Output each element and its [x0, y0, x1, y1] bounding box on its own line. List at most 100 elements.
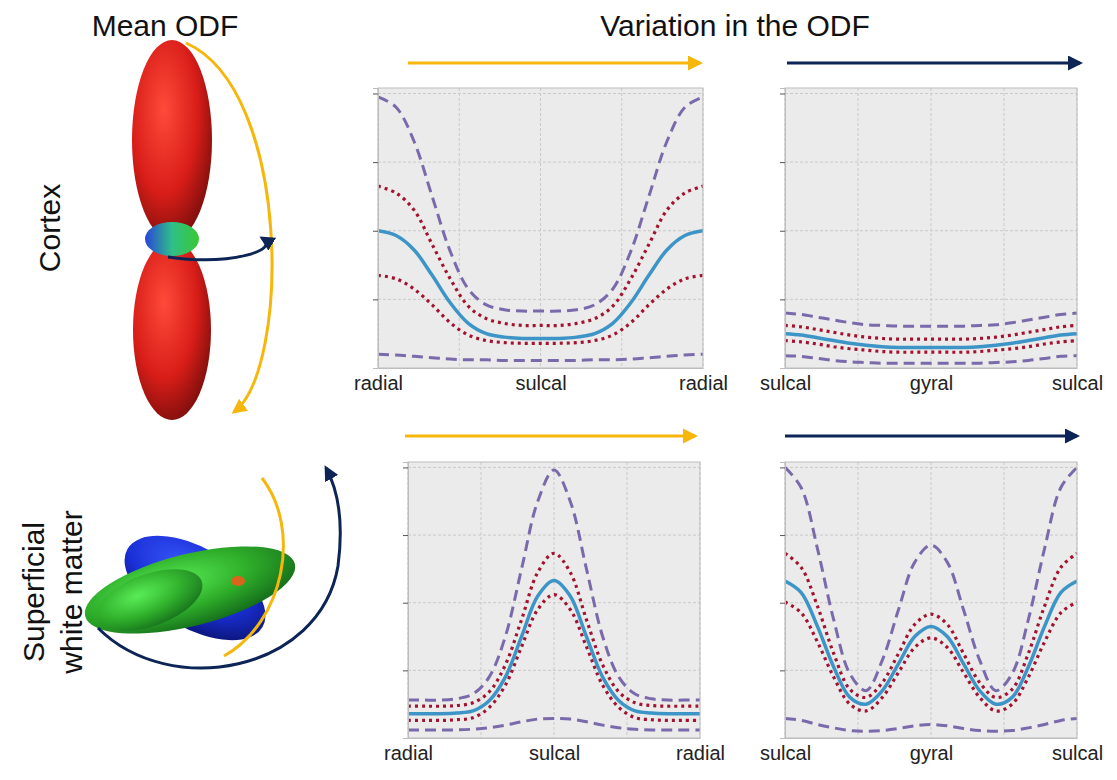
grid-line — [481, 462, 482, 738]
axis-line — [409, 738, 701, 739]
tick-label: sulcal — [760, 372, 811, 394]
y-axis — [780, 89, 786, 369]
plot-frame — [378, 88, 703, 368]
tick: sulcal — [760, 738, 811, 764]
plot-frame — [408, 462, 700, 738]
direction-arc — [98, 468, 340, 668]
tick — [780, 535, 785, 536]
swm-odf-glyph — [76, 468, 340, 668]
series-line — [408, 553, 700, 706]
tick-mark — [780, 535, 785, 536]
figure: Mean ODF Variation in the ODF Cortex Superf… — [0, 0, 1117, 780]
axis-line — [780, 463, 786, 739]
line-chart: radial sulcal radial — [384, 462, 725, 764]
grid-line — [931, 462, 932, 738]
tick-mark — [780, 162, 785, 163]
tick-label: sulcal — [515, 372, 566, 394]
series-line — [408, 580, 700, 713]
row-title: Cortex — [33, 184, 66, 272]
tick-label: gyral — [910, 742, 953, 764]
tick-mark — [780, 93, 785, 94]
series-line — [378, 186, 703, 325]
grid-line — [554, 462, 555, 738]
row-title: Superficialwhite matter — [17, 510, 88, 674]
axis-line — [780, 89, 786, 369]
tick-mark — [373, 93, 378, 94]
series-line — [785, 334, 1077, 348]
series-line — [785, 718, 1077, 731]
tick — [403, 467, 408, 468]
axis-line — [403, 463, 409, 739]
direction-arrow — [408, 62, 700, 65]
glyph-lobe — [89, 557, 210, 643]
tick-label: gyral — [910, 372, 953, 394]
grid-line — [378, 162, 703, 163]
grid-line — [1004, 88, 1005, 368]
grid-line — [621, 88, 622, 368]
series-group — [785, 313, 1077, 363]
series-group — [378, 97, 703, 361]
tick: sulcal — [1052, 368, 1103, 394]
series-line — [785, 325, 1077, 339]
plot-background — [785, 88, 1077, 368]
grid-line — [627, 462, 628, 738]
tick: sulcal — [760, 368, 811, 394]
x-axis: sulcal gyral sulcal — [760, 368, 1103, 394]
tick-label: radial — [676, 742, 725, 764]
series-line — [408, 595, 700, 721]
tick-label: sulcal — [529, 742, 580, 764]
glyph-waist — [145, 222, 199, 256]
column-title: Mean ODF — [92, 9, 239, 42]
column-title: Variation in the ODF — [600, 9, 870, 42]
tick: radial — [679, 368, 728, 394]
x-axis: radial sulcal radial — [384, 738, 725, 764]
plot-frame — [785, 462, 1077, 738]
grid-line — [1004, 462, 1005, 738]
tick — [780, 93, 785, 94]
tick — [780, 603, 785, 604]
tick-label: radial — [679, 372, 728, 394]
tick-mark — [780, 467, 785, 468]
tick: gyral — [910, 368, 953, 394]
series-group — [785, 467, 1077, 731]
series-line — [378, 354, 703, 360]
line-chart: sulcal gyral sulcal — [760, 88, 1103, 394]
tick-mark — [373, 162, 378, 163]
line-chart: radial sulcal radial — [354, 88, 728, 394]
grid-line — [785, 162, 1077, 163]
tick: gyral — [910, 738, 953, 764]
plot-background — [785, 462, 1077, 738]
tick-mark — [403, 467, 408, 468]
tick-mark — [403, 603, 408, 604]
y-axis — [403, 463, 409, 739]
axis-line — [373, 89, 379, 369]
direction-arrow — [787, 62, 1080, 65]
direction-arrow — [405, 435, 695, 438]
series-group — [408, 470, 700, 730]
tick: sulcal — [1052, 738, 1103, 764]
tick-mark — [780, 603, 785, 604]
x-axis: radial sulcal radial — [354, 368, 728, 394]
plot-frame — [785, 88, 1077, 368]
tick-mark — [373, 299, 378, 300]
tick: radial — [384, 738, 433, 764]
tick-label: sulcal — [1052, 742, 1103, 764]
glyph-lobe — [132, 40, 212, 240]
tick-label: sulcal — [760, 742, 811, 764]
grid-line — [858, 88, 859, 368]
tick-mark — [373, 231, 378, 232]
tick — [780, 467, 785, 468]
tick-mark — [780, 299, 785, 300]
series-line — [378, 231, 703, 339]
tick: radial — [676, 738, 725, 764]
tick — [403, 670, 408, 671]
glyph-lobe — [76, 529, 303, 651]
tick: radial — [354, 368, 403, 394]
axis-line — [786, 738, 1078, 739]
tick: sulcal — [529, 738, 580, 764]
series-line — [785, 313, 1077, 326]
series-line — [785, 581, 1077, 704]
y-axis — [373, 89, 379, 369]
direction-arc — [224, 478, 283, 656]
axis-line — [786, 368, 1078, 369]
